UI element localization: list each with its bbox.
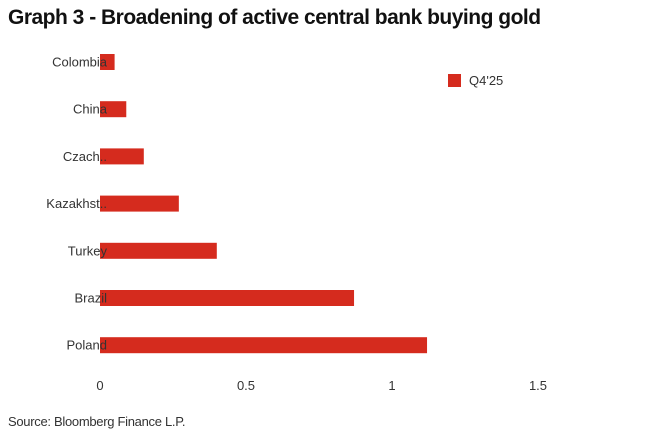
bar-colombia: [100, 54, 115, 70]
category-label: Turkey: [68, 243, 108, 258]
category-label: Czach..: [63, 149, 107, 164]
bar-poland: [100, 337, 428, 354]
bars-layer: [100, 54, 428, 354]
bar-chart: Colombia China Czach.. Kazakhst.. Turkey Braz…: [46, 54, 547, 393]
x-tick-label: 0: [96, 378, 103, 393]
bar-kazakhst: [100, 195, 179, 212]
category-label: Brazil: [74, 291, 107, 306]
chart-title: Graph 3 - Broadening of active central b…: [8, 6, 541, 29]
source-note: Source: Bloomberg Finance L.P.: [8, 414, 186, 429]
x-axis-ticks: 0 0.5 1 1.5: [96, 378, 547, 393]
x-tick-label: 1.5: [529, 378, 547, 393]
bar-turkey: [100, 242, 217, 259]
legend-swatch: [448, 74, 461, 87]
x-tick-label: 1: [388, 378, 395, 393]
category-label: Colombia: [52, 55, 108, 70]
legend-label: Q4'25: [469, 73, 503, 88]
bar-brazil: [100, 290, 355, 306]
legend: Q4'25: [448, 73, 503, 88]
x-tick-label: 0.5: [237, 378, 255, 393]
bar-czach: [100, 148, 144, 165]
category-label: Kazakhst..: [46, 196, 107, 211]
bar-china: [100, 101, 127, 118]
category-labels: Colombia China Czach.. Kazakhst.. Turkey Braz…: [46, 55, 107, 353]
category-label: Poland: [67, 338, 107, 353]
category-label: China: [73, 102, 108, 117]
